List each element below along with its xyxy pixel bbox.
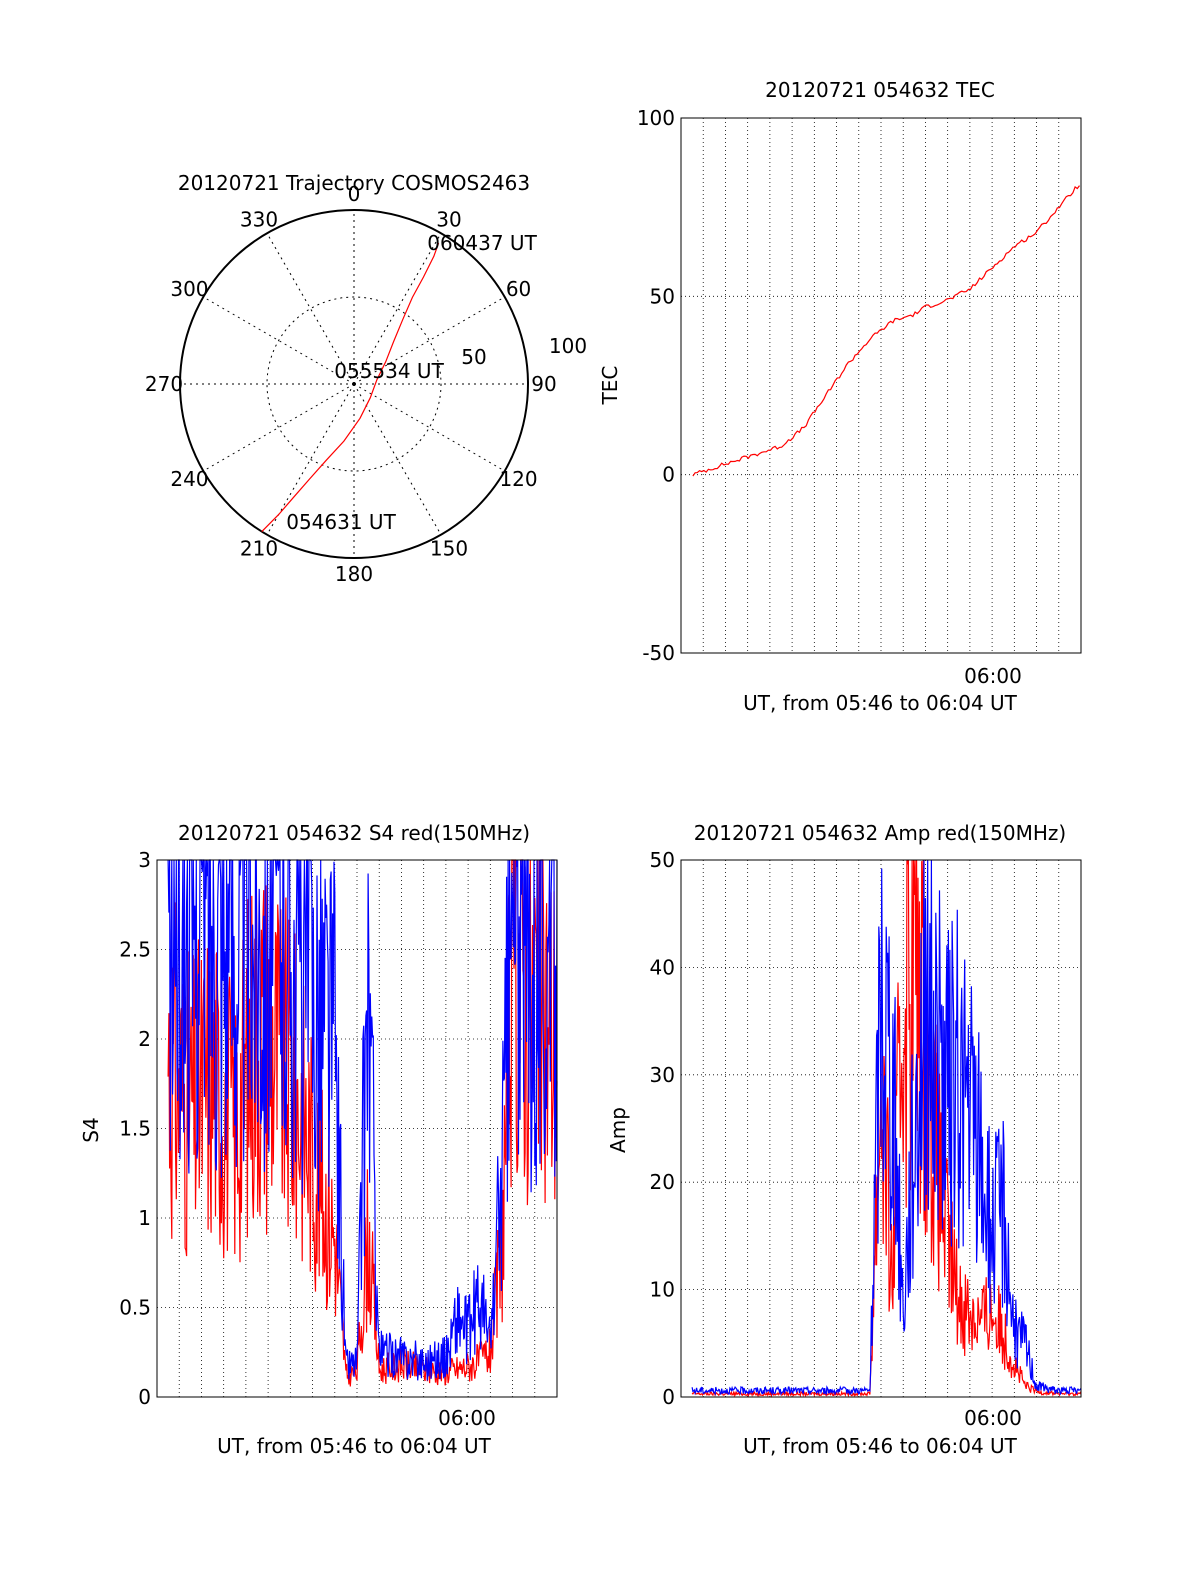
s4-ylabel: S4 — [79, 1117, 103, 1142]
tec-ytick-label: -50 — [642, 641, 675, 665]
polar-azimuth-label: 210 — [240, 537, 278, 561]
trajectory-mid-annotation: 055534 UT — [334, 359, 444, 383]
amp-ytick-label: 40 — [650, 955, 675, 979]
amp-line-blue — [691, 859, 1082, 1397]
s4-line-blue — [167, 859, 558, 1381]
polar-azimuth-label: 180 — [335, 562, 373, 586]
tec-ylabel: TEC — [598, 366, 622, 406]
polar-inner-ring — [266, 296, 442, 472]
s4-ytick-label: 0.5 — [119, 1296, 151, 1320]
amp-plot-frame — [680, 859, 1082, 1398]
polar-spoke — [203, 296, 355, 385]
polar-azimuth-label: 90 — [531, 372, 556, 396]
amp-ytick-label: 10 — [650, 1278, 675, 1302]
s4-ytick-label: 0 — [138, 1385, 151, 1409]
amp-ytick-label: 30 — [650, 1063, 675, 1087]
amp-xlabel: UT, from 05:46 to 06:04 UT — [743, 1434, 1018, 1458]
polar-azimuth-labels: 0 30 60 90 120 150 180 210 240 270 300 330 — [145, 182, 557, 586]
tec-plot-frame — [680, 117, 1082, 654]
polar-azimuth-label: 300 — [170, 277, 208, 301]
amp-line-red — [691, 859, 1082, 1398]
amp-ytick-label: 50 — [650, 848, 675, 872]
trajectory-panel: 20120721 Trajectory COSMOS2463 0 30 60 90 12… — [145, 171, 587, 586]
polar-spoke — [353, 383, 505, 472]
tec-ytick-label: 0 — [662, 463, 675, 487]
polar-spoke — [203, 383, 355, 472]
polar-spoke — [353, 383, 442, 535]
amp-ytick-label: 0 — [662, 1385, 675, 1409]
polar-outer-ring — [179, 209, 529, 559]
amp-title: 20120721 054632 Amp red(150MHz) — [694, 821, 1066, 845]
s4-ytick-label: 1 — [138, 1206, 151, 1230]
tec-grid — [681, 118, 1081, 653]
s4-ytick-label: 2.5 — [119, 938, 151, 962]
polar-azimuth-label: 270 — [145, 372, 183, 396]
amp-ylabel: Amp — [606, 1107, 630, 1153]
s4-line-red — [167, 859, 558, 1387]
s4-plot-frame — [156, 859, 558, 1398]
tec-panel: 20120721 054632 TEC -50 0 50 100 06:00 UT, … — [598, 78, 1082, 715]
polar-spoke — [266, 233, 355, 385]
polar-grid — [179, 209, 529, 559]
s4-xtick-label: 06:00 — [438, 1406, 496, 1430]
polar-azimuth-label: 240 — [170, 467, 208, 491]
tec-ytick-label: 100 — [637, 106, 675, 130]
polar-spoke — [266, 383, 355, 535]
polar-azimuth-label: 330 — [240, 207, 278, 231]
polar-radius-label-100: 100 — [549, 334, 587, 358]
polar-azimuth-label: 120 — [499, 467, 537, 491]
s4-title: 20120721 054632 S4 red(150MHz) — [178, 821, 530, 845]
s4-ytick-label: 1.5 — [119, 1117, 151, 1141]
amp-ytick-labels: 0 10 20 30 40 50 — [650, 848, 675, 1409]
amp-ytick-label: 20 — [650, 1170, 675, 1194]
s4-ytick-label: 2 — [138, 1027, 151, 1051]
polar-azimuth-label: 60 — [506, 277, 531, 301]
tec-xtick-label: 06:00 — [964, 664, 1022, 688]
s4-xlabel: UT, from 05:46 to 06:04 UT — [217, 1434, 492, 1458]
trajectory-start-annotation: 054631 UT — [286, 510, 396, 534]
polar-spoke — [353, 233, 442, 385]
tec-ytick-labels: -50 0 50 100 — [637, 106, 675, 665]
trajectory-end-annotation: 060437 UT — [427, 231, 537, 255]
trajectory-line — [261, 242, 440, 533]
polar-azimuth-label: 30 — [436, 207, 461, 231]
polar-azimuth-label: 150 — [430, 537, 468, 561]
amp-panel: 20120721 054632 Amp red(150MHz) 0 10 20 30 4… — [606, 821, 1082, 1458]
tec-xlabel: UT, from 05:46 to 06:04 UT — [743, 691, 1018, 715]
s4-panel: 20120721 054632 S4 red(150MHz) 0 0.5 1 1.5 2… — [79, 821, 558, 1458]
polar-spoke — [353, 296, 505, 385]
s4-ytick-label: 3 — [138, 848, 151, 872]
trajectory-title: 20120721 Trajectory COSMOS2463 — [178, 171, 530, 195]
amp-xtick-label: 06:00 — [964, 1406, 1022, 1430]
tec-line-red — [692, 185, 1080, 477]
polar-azimuth-label: 0 — [348, 182, 361, 206]
tec-title: 20120721 054632 TEC — [765, 78, 995, 102]
s4-ytick-labels: 0 0.5 1 1.5 2 2.5 3 — [119, 848, 151, 1409]
tec-ytick-label: 50 — [650, 284, 675, 308]
polar-radius-label-50: 50 — [461, 345, 486, 369]
